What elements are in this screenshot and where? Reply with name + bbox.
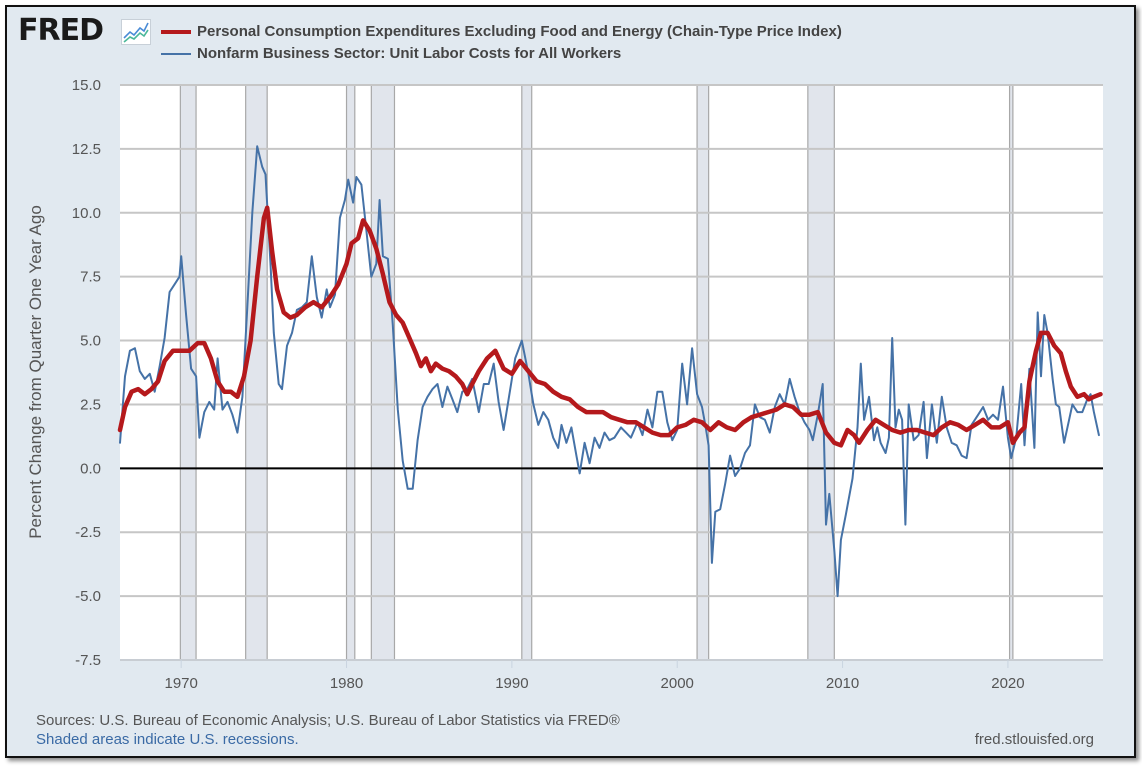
recession-band (1008, 84, 1014, 661)
line-chart-icon[interactable] (121, 19, 151, 45)
legend-label-pce: Personal Consumption Expenditures Exclud… (197, 23, 842, 40)
legend-swatch-pce (161, 30, 191, 35)
y-tick-label: 7.5 (80, 269, 101, 286)
x-tick-label: 1980 (330, 675, 363, 692)
x-tick-label: 1970 (164, 675, 197, 692)
recession-band (696, 84, 710, 661)
recession-band (370, 84, 396, 661)
fred-logo[interactable]: FRED (18, 13, 104, 48)
recession-band (345, 84, 356, 661)
x-tick-label: 1990 (495, 675, 528, 692)
y-axis-label: Percent Change from Quarter One Year Ago (26, 205, 45, 539)
legend-item-ulc[interactable]: Nonfarm Business Sector: Unit Labor Cost… (161, 45, 621, 62)
recession-band (807, 84, 835, 661)
y-tick-label: 2.5 (80, 396, 101, 413)
y-tick-label: -2.5 (75, 524, 101, 541)
y-tick-label: -5.0 (75, 588, 101, 605)
x-tick-label: 2020 (991, 675, 1024, 692)
sources-note: Sources: U.S. Bureau of Economic Analysi… (36, 712, 620, 729)
x-tick-label: 2000 (661, 675, 694, 692)
y-tick-label: 10.0 (72, 205, 101, 222)
site-link[interactable]: fred.stlouisfed.org (974, 731, 1094, 748)
y-tick-label: 0.0 (80, 460, 101, 477)
legend-swatch-ulc (161, 53, 191, 56)
legend-item-pce[interactable]: Personal Consumption Expenditures Exclud… (161, 23, 842, 40)
series-line-pce[interactable] (117, 205, 1103, 448)
y-tick-label: 15.0 (72, 77, 101, 94)
series-line-ulc[interactable] (119, 145, 1100, 598)
y-tick-label: 5.0 (80, 333, 101, 350)
legend-label-ulc: Nonfarm Business Sector: Unit Labor Cost… (197, 45, 622, 62)
x-tick-label: 2010 (826, 675, 859, 692)
y-tick-label: 12.5 (72, 141, 101, 158)
y-tick-label: -7.5 (75, 652, 101, 669)
recession-note-link[interactable]: Shaded areas indicate U.S. recessions. (36, 731, 299, 748)
